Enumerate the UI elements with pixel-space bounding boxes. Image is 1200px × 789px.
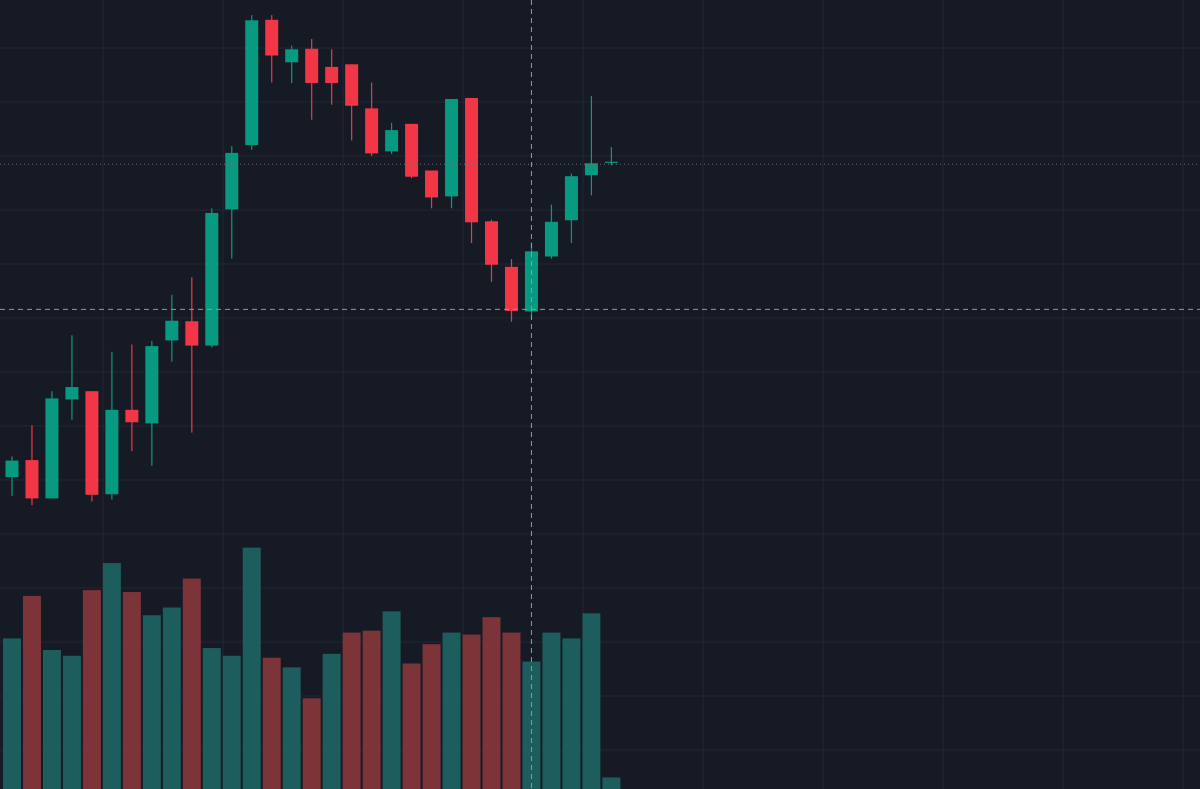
candle-18 [365, 82, 379, 156]
candle-body-8 [165, 320, 179, 341]
candle-body-25 [504, 266, 518, 311]
volume-bar-28 [562, 638, 581, 789]
volume-bar-15 [302, 698, 321, 789]
candle-19 [385, 122, 399, 154]
volume-bar-1 [22, 595, 41, 789]
candle-20 [405, 123, 419, 179]
volume-bar-20 [402, 663, 421, 789]
candle-10 [205, 208, 219, 348]
candle-24 [485, 219, 499, 282]
candle-body-30 [604, 161, 618, 163]
candle-30 [604, 147, 618, 166]
candle-12 [245, 15, 259, 150]
volume-bar-9 [182, 578, 201, 789]
candle-7 [145, 340, 159, 466]
candle-body-17 [345, 64, 359, 106]
candle-29 [584, 95, 598, 196]
candle-body-4 [85, 391, 99, 495]
candle-body-9 [185, 321, 199, 346]
candle-body-15 [305, 48, 319, 83]
candle-body-21 [425, 170, 439, 198]
candle-body-2 [45, 398, 59, 499]
candle-11 [225, 146, 239, 259]
candles [5, 15, 618, 506]
candle-body-13 [265, 19, 279, 56]
candle-body-5 [105, 409, 119, 495]
candle-body-11 [225, 152, 239, 210]
volume-bar-10 [202, 648, 221, 789]
volume-bar-14 [282, 667, 301, 789]
candle-13 [265, 15, 279, 83]
volume-bar-24 [482, 617, 501, 789]
volume-bar-6 [122, 592, 141, 789]
candle-4 [85, 391, 99, 502]
candle-17 [345, 64, 359, 141]
candle-body-19 [385, 130, 399, 152]
candle-8 [165, 294, 179, 362]
volume-bar-29 [582, 613, 601, 789]
candle-0 [5, 456, 19, 496]
volume-bar-21 [422, 644, 441, 789]
candle-27 [544, 204, 558, 259]
volume-bar-2 [42, 649, 61, 789]
candle-body-10 [205, 212, 219, 346]
candle-body-20 [405, 123, 419, 177]
volume-bar-5 [102, 563, 121, 789]
volume-bar-8 [162, 607, 181, 789]
volume-bar-25 [502, 632, 521, 789]
volume-bars [3, 547, 621, 789]
volume-bar-13 [262, 657, 281, 789]
volume-bar-16 [322, 653, 341, 789]
volume-bar-3 [62, 655, 81, 789]
candle-5 [105, 351, 119, 500]
candle-body-22 [445, 99, 459, 197]
volume-bar-30 [602, 777, 621, 789]
candle-23 [465, 97, 479, 244]
candle-25 [504, 259, 518, 322]
volume-bar-11 [222, 655, 241, 789]
candle-28 [564, 173, 578, 244]
candle-body-6 [125, 409, 139, 423]
volume-bar-12 [242, 547, 261, 789]
volume-bar-18 [362, 630, 381, 789]
candle-body-28 [564, 176, 578, 221]
candle-body-7 [145, 346, 159, 424]
volume-bar-23 [462, 634, 481, 789]
volume-bar-17 [342, 632, 361, 789]
candle-9 [185, 277, 199, 433]
candle-body-0 [5, 460, 19, 478]
candle-body-1 [25, 460, 39, 499]
candle-2 [45, 391, 59, 499]
volume-bar-19 [382, 611, 401, 789]
candle-body-29 [584, 163, 598, 176]
candle-body-27 [544, 221, 558, 257]
candle-3 [65, 335, 79, 420]
candle-1 [25, 425, 39, 506]
volume-bar-22 [442, 632, 461, 789]
candle-body-23 [465, 97, 479, 223]
volume-bar-4 [82, 590, 101, 789]
volume-bar-27 [542, 632, 561, 789]
candle-16 [325, 49, 339, 105]
candle-6 [125, 344, 139, 452]
candle-body-14 [285, 49, 299, 63]
volume-bar-7 [142, 615, 161, 789]
candle-14 [285, 45, 299, 83]
candle-15 [305, 38, 319, 120]
candle-body-16 [325, 66, 339, 83]
candle-body-3 [65, 387, 79, 400]
volume-bar-0 [3, 638, 21, 789]
candle-body-12 [245, 20, 259, 146]
volume-bar-26 [522, 661, 541, 789]
candle-22 [445, 99, 459, 209]
candle-body-18 [365, 108, 379, 154]
candle-21 [425, 170, 439, 209]
candle-body-24 [485, 221, 499, 265]
